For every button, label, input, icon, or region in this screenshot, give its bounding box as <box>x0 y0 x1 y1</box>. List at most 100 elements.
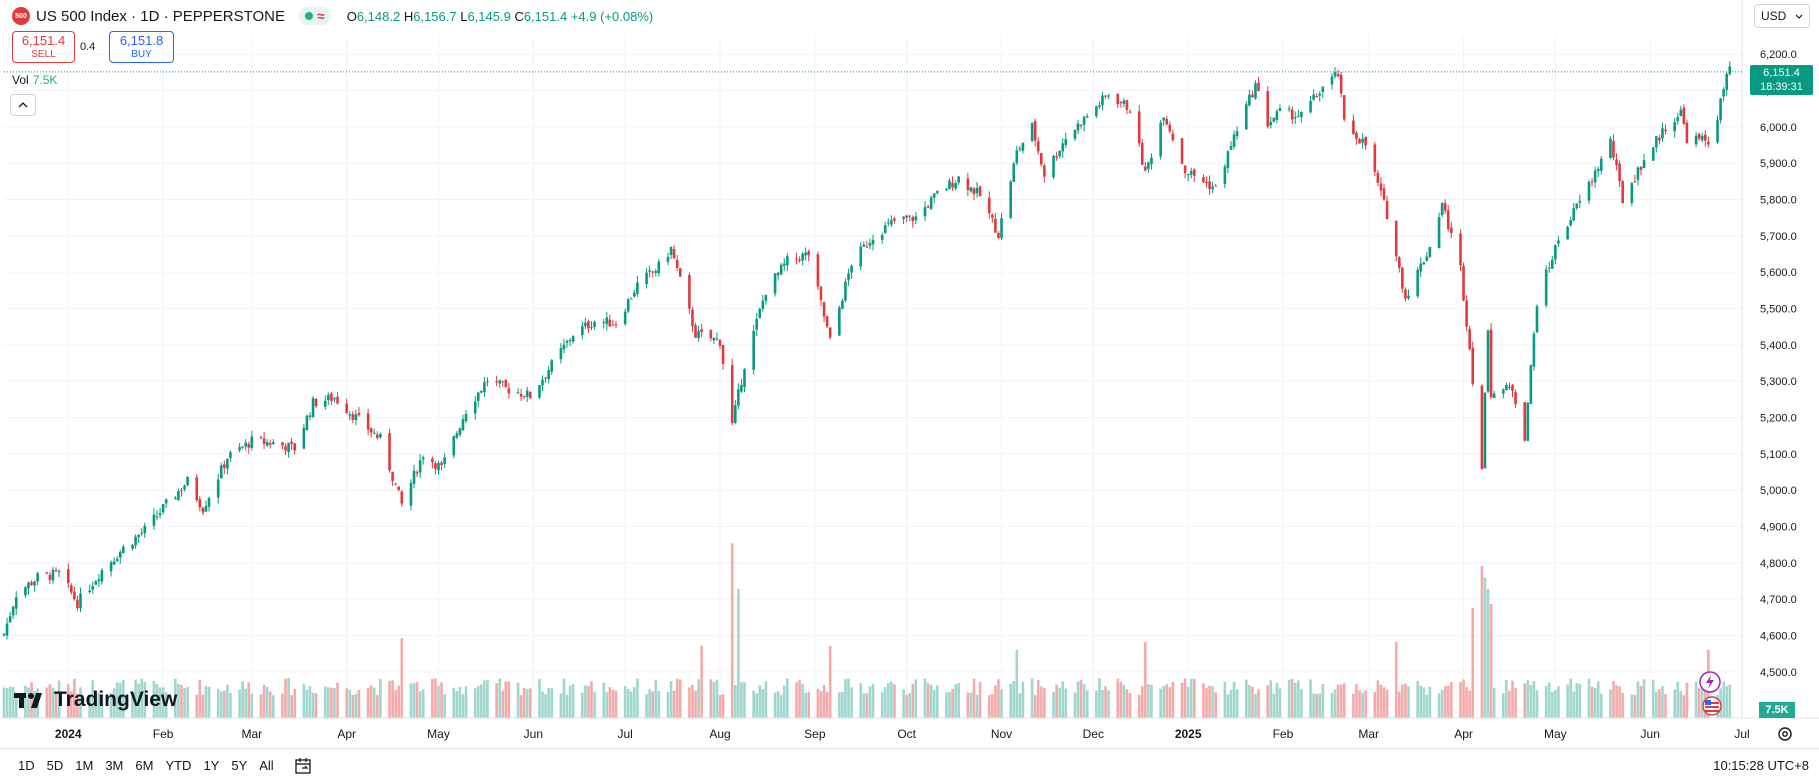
range-1d[interactable]: 1D <box>18 758 35 773</box>
candle-body <box>345 403 349 414</box>
candle-body <box>434 463 437 469</box>
range-ytd[interactable]: YTD <box>165 758 192 773</box>
volume-bar <box>366 688 370 718</box>
economic-events[interactable] <box>1694 670 1730 720</box>
volume-bar <box>1000 689 1003 718</box>
volume-bar <box>651 691 654 718</box>
candle-body <box>1682 107 1686 124</box>
volume-bar <box>1401 684 1404 718</box>
go-to-date-icon[interactable] <box>294 757 314 775</box>
candle-body <box>1229 146 1233 150</box>
clock[interactable]: 10:15:28 UTC+8 <box>1713 758 1809 773</box>
x-tick-label: 2024 <box>55 727 82 741</box>
range-5d[interactable]: 5D <box>46 758 64 773</box>
candle-body <box>1382 188 1386 200</box>
range-5y[interactable]: 5Y <box>231 758 248 773</box>
collapse-legend-button[interactable] <box>10 94 36 116</box>
range-1m[interactable]: 1M <box>75 758 94 773</box>
symbol-title[interactable]: US 500 Index · 1D · PEPPERSTONE <box>36 7 285 25</box>
currency-select[interactable]: USD <box>1754 4 1810 28</box>
volume-bar <box>1422 687 1426 718</box>
range-3m[interactable]: 3M <box>105 758 124 773</box>
volume-bar <box>1269 680 1273 718</box>
volume-bar <box>1128 693 1132 718</box>
volume-bar <box>1676 681 1680 718</box>
candle-body <box>262 438 266 444</box>
volume-bar <box>932 689 936 718</box>
low-value: 6,145.9 <box>467 8 511 24</box>
volume-bar <box>1407 686 1410 718</box>
volume-bar <box>1052 691 1055 718</box>
volume-bar <box>847 678 850 718</box>
volume-bar <box>1416 681 1419 718</box>
volume-bar <box>1440 689 1444 718</box>
candle-body <box>593 322 596 327</box>
range-1y[interactable]: 1Y <box>203 758 220 773</box>
volume-bar <box>473 688 477 718</box>
candle-body <box>302 427 306 449</box>
candle-body <box>795 258 798 260</box>
volume-bar <box>57 680 61 718</box>
sell-button[interactable]: 6,151.4 SELL <box>12 31 75 63</box>
candle-body <box>229 452 232 459</box>
volume-bar <box>1235 689 1239 718</box>
candle-body <box>354 414 358 421</box>
volume-bar <box>593 692 596 718</box>
candle-body <box>473 401 477 414</box>
volume-bar <box>890 681 893 718</box>
buy-button[interactable]: 6,151.8 BUY <box>109 31 174 63</box>
chart-grid <box>4 36 1743 718</box>
volume-bar <box>1015 649 1019 718</box>
candle-body <box>590 327 593 329</box>
volume-legend-value: 7.5K <box>32 73 58 87</box>
volume-bar <box>118 682 122 718</box>
candle-body <box>538 384 541 398</box>
volume-bar <box>816 688 820 718</box>
candle-body <box>1725 73 1729 90</box>
candle-body <box>164 499 168 504</box>
volume-bar <box>1596 681 1600 718</box>
candle-body <box>323 400 327 407</box>
candle-body <box>8 616 12 623</box>
volume-bar <box>327 687 330 718</box>
candle-body <box>519 393 523 397</box>
volume-bar <box>1633 694 1637 718</box>
volume-bar <box>284 678 287 718</box>
candle-body <box>476 392 480 402</box>
volume-bar <box>1361 692 1364 718</box>
volume-bar <box>1257 689 1260 718</box>
volume-bar <box>516 682 520 718</box>
volume-bar <box>893 684 896 718</box>
tradingview-logo[interactable]: TradingView <box>14 688 177 712</box>
candle-body <box>633 292 636 297</box>
volume-legend[interactable]: Vol 7.5K <box>12 73 57 87</box>
settings-gear-icon[interactable] <box>1776 725 1794 743</box>
volume-bar <box>134 679 137 718</box>
candle-body <box>1697 133 1701 139</box>
volume-bar <box>911 684 915 718</box>
volume-bar <box>177 683 180 718</box>
volume-bar <box>1150 685 1153 718</box>
candle-body <box>1599 158 1603 171</box>
volume-bar <box>143 681 147 718</box>
volume-bar <box>544 694 547 718</box>
candle-body <box>14 597 18 609</box>
candle-body <box>1321 86 1325 92</box>
candle-body <box>464 413 468 422</box>
candle-body <box>486 380 489 382</box>
volume-bar <box>666 692 670 718</box>
price-chart[interactable]: 6,200.06,100.06,000.05,900.05,800.05,700… <box>0 0 1819 748</box>
range-all[interactable]: All <box>259 758 274 773</box>
symbol-logo[interactable]: 500 <box>12 7 30 25</box>
candle-body <box>287 442 290 452</box>
candle-body <box>1339 74 1343 94</box>
market-status[interactable]: ≈ <box>299 7 331 25</box>
range-6m[interactable]: 6M <box>135 758 154 773</box>
volume-bar <box>752 690 755 718</box>
volume-bar <box>1214 692 1218 718</box>
volume-bar <box>1144 642 1147 718</box>
volume-bar <box>1609 689 1612 718</box>
candle-body <box>761 300 765 309</box>
volume-bar <box>1523 683 1527 718</box>
high-label: H <box>403 8 414 24</box>
